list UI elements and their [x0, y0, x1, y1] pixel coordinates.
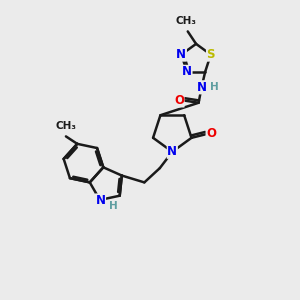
Text: CH₃: CH₃: [176, 16, 197, 26]
Text: O: O: [174, 94, 184, 107]
Text: N: N: [196, 81, 207, 94]
Text: H: H: [210, 82, 219, 92]
Text: CH₃: CH₃: [56, 121, 76, 131]
Text: N: N: [95, 194, 106, 207]
Text: H: H: [109, 201, 118, 211]
Text: S: S: [206, 48, 215, 61]
Text: O: O: [206, 127, 216, 140]
Text: N: N: [167, 145, 177, 158]
Text: N: N: [182, 65, 192, 78]
Text: N: N: [176, 48, 186, 61]
